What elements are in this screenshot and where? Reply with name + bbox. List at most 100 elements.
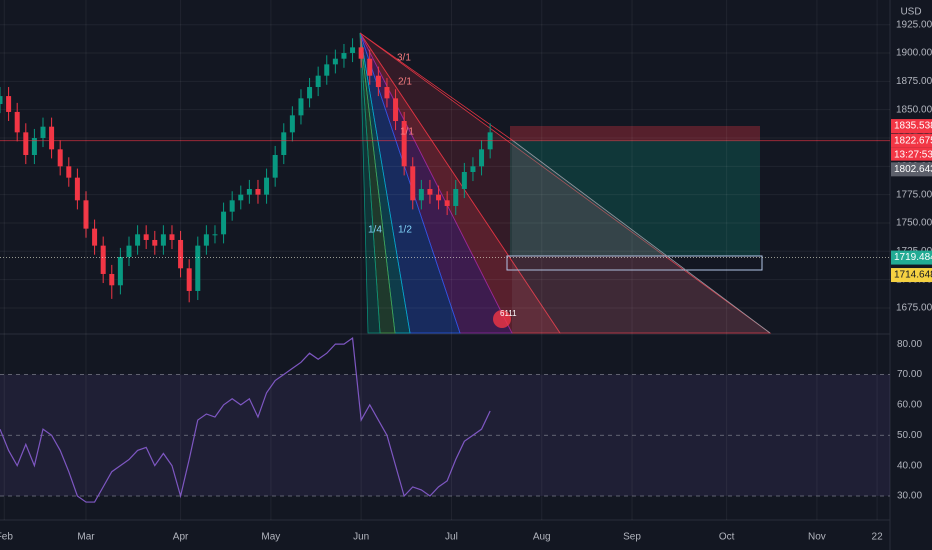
x-tick-label: Jul (445, 532, 458, 543)
candle-body (40, 126, 46, 139)
candle-body (14, 111, 20, 133)
candle-body (212, 234, 218, 236)
price-label: 1822.675 (894, 135, 932, 146)
candle-body (315, 75, 321, 88)
x-tick-label: Aug (533, 532, 551, 543)
candle-body (255, 188, 261, 195)
candle-body (418, 188, 424, 201)
candle-body (178, 239, 184, 269)
price-label: 1835.538 (894, 121, 932, 132)
fan-label: 2/1 (398, 77, 412, 88)
candle-body (367, 58, 373, 76)
y-tick-label: 1875.000 (896, 76, 932, 87)
price-label: 1719.484 (894, 252, 932, 263)
x-tick-label: Jun (353, 532, 369, 543)
candle-body (83, 200, 89, 229)
candle-body (393, 98, 399, 122)
countdown-bg (891, 147, 932, 161)
candle-body (100, 245, 106, 274)
candle-body (57, 149, 63, 167)
rsi-band (0, 374, 890, 497)
position-tool (506, 126, 771, 334)
candle-body (264, 177, 270, 195)
y-tick-label: 70.00 (897, 369, 922, 380)
rsi-line (0, 336, 491, 503)
candle-body (92, 228, 98, 246)
x-tick-label: 22 (872, 532, 884, 543)
candle-body (427, 188, 433, 195)
price-label-bg (891, 268, 932, 283)
y-tick-label: 1850.000 (896, 104, 932, 115)
price-label: 1714.648 (894, 270, 932, 281)
fan-label: 1/1 (400, 127, 414, 138)
candle-body (461, 171, 467, 189)
candle-body (117, 256, 123, 286)
candle-body (143, 234, 149, 240)
candle-body (384, 87, 390, 99)
x-tick-label: Feb (0, 532, 13, 543)
candle-body (358, 47, 364, 59)
x-tick-label: Mar (77, 532, 95, 543)
candle-body (436, 194, 442, 201)
y-tick-label: 1900.000 (896, 48, 932, 59)
price-label-bg (891, 162, 932, 177)
candle-body (281, 132, 287, 155)
price-label-bg (891, 119, 932, 134)
y-tick-label: 60.00 (897, 400, 922, 411)
candle-body (332, 58, 338, 65)
candle-body (109, 273, 115, 286)
fan-label: 1/2 (398, 225, 412, 236)
candle-body (74, 177, 80, 201)
candle-body (410, 166, 416, 201)
y-tick-label: 50.00 (897, 430, 922, 441)
candle-body (66, 166, 72, 178)
candle-body (375, 75, 381, 88)
candle-body (152, 239, 158, 246)
candle-body (186, 268, 192, 291)
candle-body (479, 149, 485, 167)
currency: USD (900, 7, 921, 18)
x-tick-label: Sep (623, 532, 641, 543)
y-tick-label: 40.00 (897, 460, 922, 471)
candle-body (195, 245, 201, 291)
price-label-bg (891, 250, 932, 265)
candle-body (203, 234, 209, 246)
candle-body (23, 132, 29, 155)
candle-body (169, 234, 175, 240)
candle-body (444, 200, 450, 206)
candle-body (307, 87, 313, 99)
candle-body (298, 98, 304, 116)
x-tick-label: May (261, 532, 280, 543)
candle-body (341, 53, 347, 59)
candle-body (49, 126, 55, 150)
candle-body (6, 96, 12, 112)
y-tick-label: 30.00 (897, 491, 922, 502)
y-tick-label: 1775.000 (896, 189, 932, 200)
y-tick-label: 1925.000 (896, 19, 932, 30)
candle-body (126, 245, 132, 257)
candle-body (350, 47, 356, 54)
candle-body (31, 138, 37, 155)
countdown: 13:27:53 (894, 149, 932, 160)
price-label: 1802.643 (894, 164, 932, 175)
fan-label: 3/1 (397, 53, 411, 64)
fan-label: 1/4 (368, 225, 382, 236)
candle-body (401, 121, 407, 167)
candle-body (289, 115, 295, 133)
candle-body (272, 154, 278, 178)
badge: 6111 (500, 309, 517, 318)
badge-icon (493, 310, 511, 328)
y-tick-label: 1750.000 (896, 218, 932, 229)
price-label-bg (891, 133, 932, 148)
x-tick-label: Oct (719, 532, 735, 543)
candle-body (453, 188, 459, 206)
candle-body (0, 96, 3, 105)
candle-body (324, 64, 330, 76)
x-tick-label: Nov (808, 532, 826, 543)
candle-body (470, 166, 476, 172)
candle-body (160, 234, 166, 246)
x-tick-label: Apr (173, 532, 189, 543)
candle-body (221, 211, 227, 235)
